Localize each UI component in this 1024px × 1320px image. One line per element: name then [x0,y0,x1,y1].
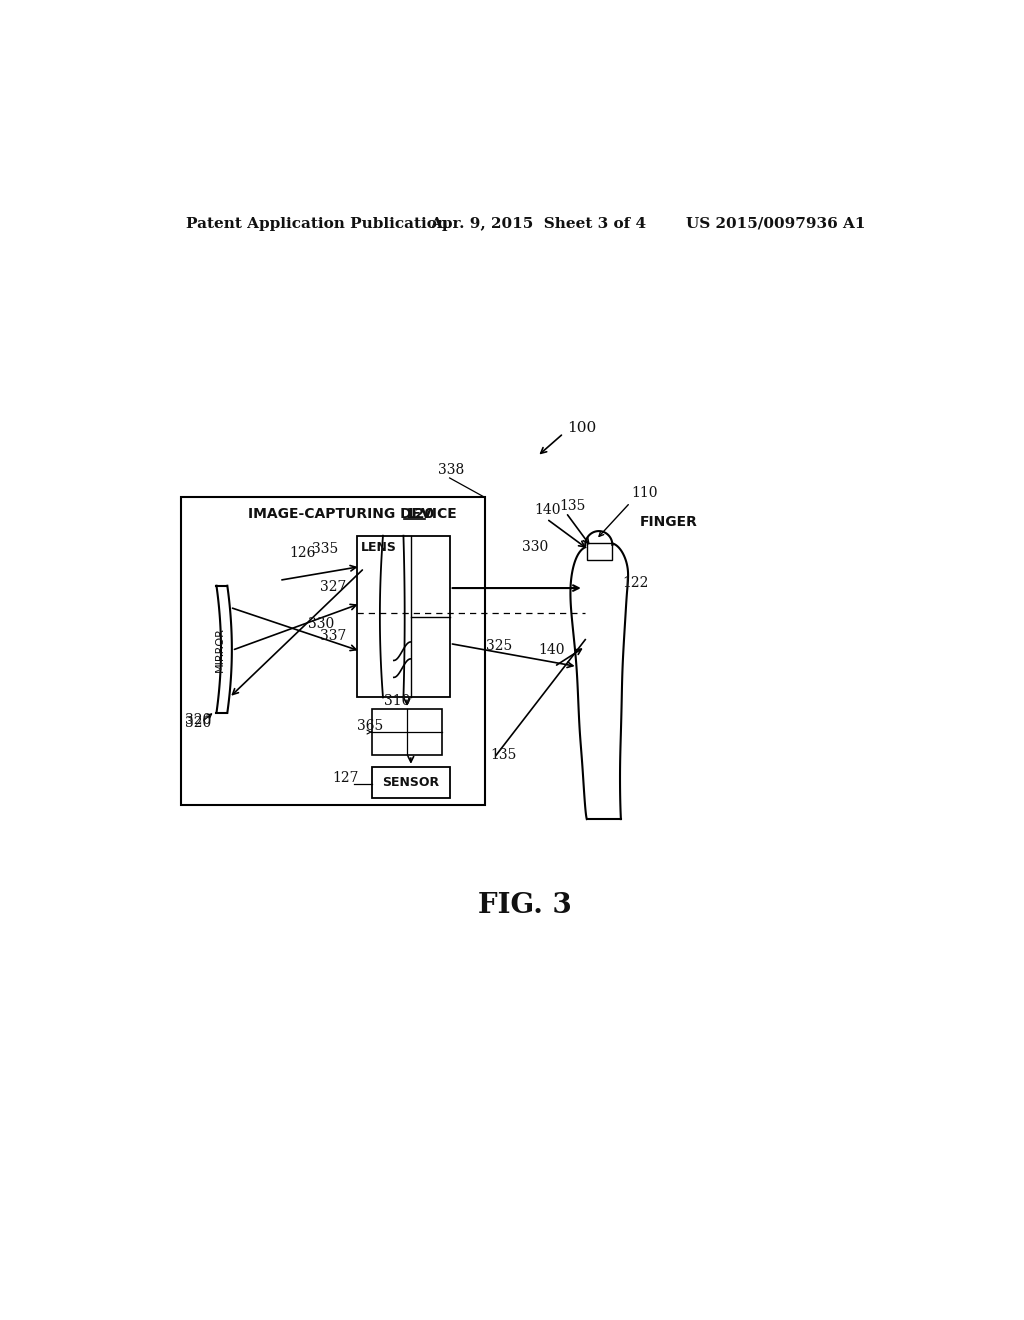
Text: 127: 127 [333,771,359,785]
Bar [372,767,450,797]
Text: FINGER: FINGER [640,515,697,529]
Text: FIG. 3: FIG. 3 [478,892,571,919]
Text: 320: 320 [184,715,211,730]
Text: 335: 335 [312,543,339,557]
Text: 120: 120 [406,507,434,521]
Text: 140: 140 [539,643,565,657]
Text: Patent Application Publication: Patent Application Publication [186,216,449,231]
Text: IMAGE-CAPTURING DEVICE: IMAGE-CAPTURING DEVICE [248,507,457,521]
Text: 135: 135 [559,499,586,512]
Text: 327: 327 [321,581,346,594]
Text: MIRROR: MIRROR [215,627,225,672]
Text: 337: 337 [321,628,346,643]
Text: 100: 100 [567,421,597,434]
Text: US 2015/0097936 A1: US 2015/0097936 A1 [686,216,865,231]
Text: SENSOR: SENSOR [382,776,439,788]
Text: 140: 140 [535,503,560,517]
Text: 320: 320 [184,713,211,727]
Text: 110: 110 [632,486,658,500]
Bar [180,498,484,805]
Text: 330: 330 [521,540,548,554]
Bar [356,536,450,697]
Text: Apr. 9, 2015  Sheet 3 of 4: Apr. 9, 2015 Sheet 3 of 4 [430,216,646,231]
Bar [587,544,612,561]
Text: 365: 365 [357,718,384,733]
Text: 338: 338 [438,463,464,477]
Text: 310: 310 [384,694,411,708]
Text: 122: 122 [623,577,649,590]
Text: 325: 325 [486,639,512,652]
Bar [372,709,442,755]
Text: 126: 126 [289,546,315,560]
Text: 330: 330 [308,618,334,631]
Text: LENS: LENS [360,541,396,554]
Text: 135: 135 [490,748,517,762]
